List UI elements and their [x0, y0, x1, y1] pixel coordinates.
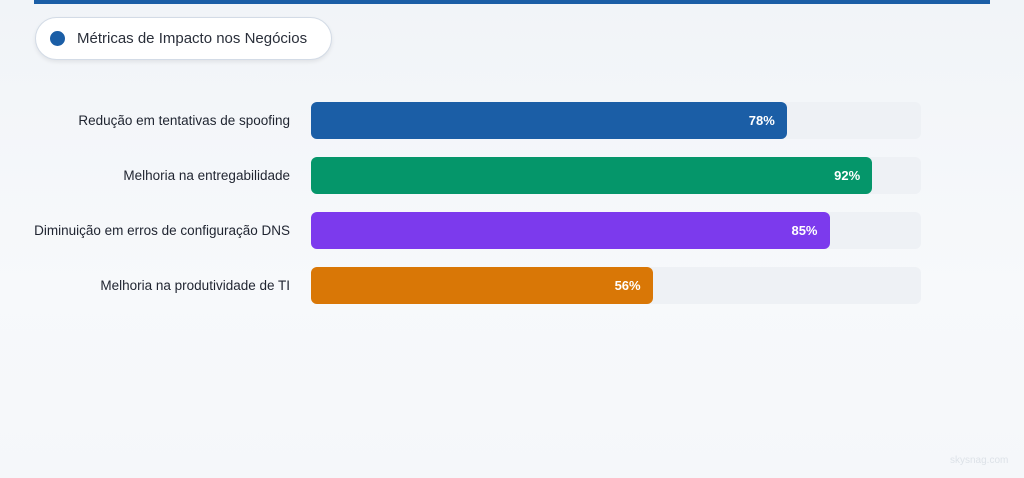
bar-value-label: 85% — [791, 223, 818, 238]
bar-value-label: 78% — [748, 113, 775, 128]
bar-track: 85% — [311, 212, 921, 249]
bar-track: 92% — [311, 157, 921, 194]
bar-value-label: 56% — [614, 278, 641, 293]
chart-title: Métricas de Impacto nos Negócios — [77, 30, 308, 47]
category-label: Melhoria na entregabilidade — [123, 168, 290, 183]
category-label: Melhoria na produtividade de TI — [100, 278, 290, 293]
watermark: skysnag.com — [950, 455, 1009, 466]
bar: 78% — [311, 102, 787, 139]
top-accent-bar — [34, 0, 990, 4]
category-label: Diminuição em erros de configuração DNS — [34, 223, 290, 238]
bar: 56% — [311, 267, 653, 304]
bar: 92% — [311, 157, 873, 194]
bar: 85% — [311, 212, 830, 249]
bar-track: 56% — [311, 267, 921, 304]
category-label: Redução em tentativas de spoofing — [78, 113, 290, 128]
bar-value-label: 92% — [834, 168, 861, 183]
bar-track: 78% — [311, 102, 921, 139]
section-header: Métricas de Impacto nos Negócios — [35, 17, 332, 60]
bullet-dot-icon — [50, 31, 65, 46]
